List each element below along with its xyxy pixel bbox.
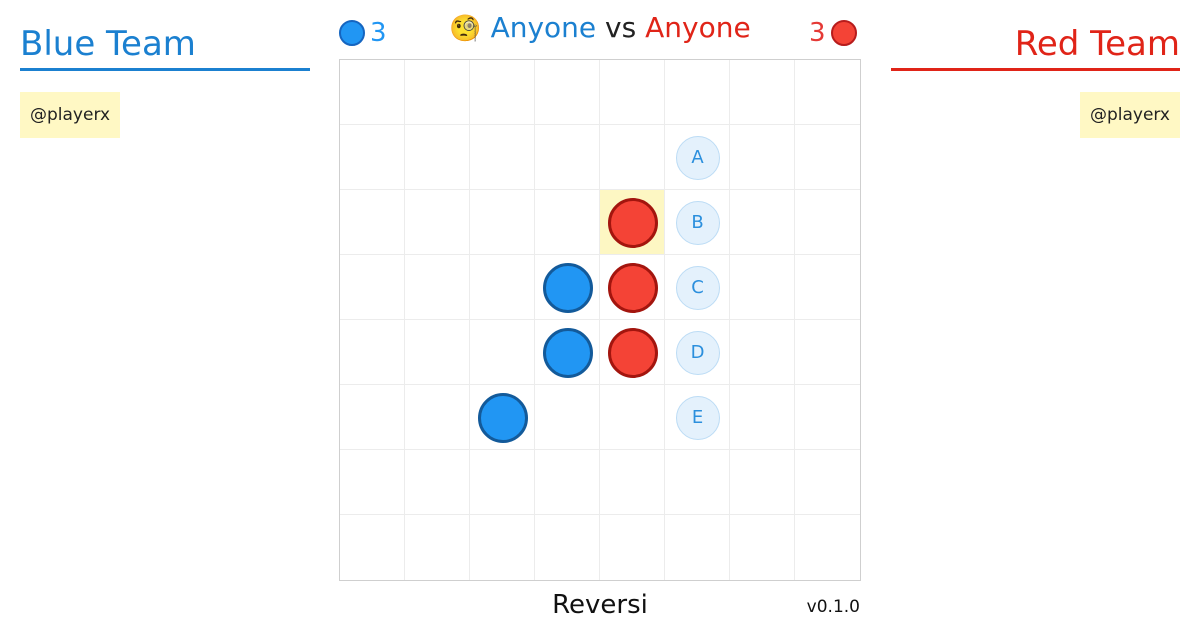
board-cell[interactable] xyxy=(405,450,470,515)
board-cell[interactable] xyxy=(405,190,470,255)
board-cell[interactable] xyxy=(795,255,860,320)
board-cell[interactable] xyxy=(795,320,860,385)
board-cell[interactable] xyxy=(470,320,535,385)
board-cell[interactable] xyxy=(730,515,795,580)
board-cell[interactable] xyxy=(470,515,535,580)
board-cell[interactable] xyxy=(665,515,730,580)
matchup-vs: vs xyxy=(605,11,637,44)
board-cell[interactable] xyxy=(730,125,795,190)
blue-score-value: 3 xyxy=(370,18,387,48)
version-label: v0.1.0 xyxy=(806,597,860,617)
board-cell[interactable] xyxy=(470,125,535,190)
board-cell[interactable] xyxy=(795,60,860,125)
board-cell[interactable] xyxy=(340,515,405,580)
board-cell[interactable] xyxy=(730,255,795,320)
red-disc xyxy=(607,327,658,378)
board-cell[interactable] xyxy=(730,190,795,255)
blue-team-player: @playerx xyxy=(20,92,121,138)
board-cell[interactable] xyxy=(405,515,470,580)
board-cell[interactable] xyxy=(470,385,535,450)
move-option-a[interactable]: A xyxy=(675,135,720,180)
board-cell[interactable] xyxy=(665,450,730,515)
blue-disc-icon xyxy=(339,20,365,46)
red-disc xyxy=(607,197,658,248)
board-cell[interactable] xyxy=(405,60,470,125)
move-option-c[interactable]: C xyxy=(675,265,720,310)
board-cell[interactable] xyxy=(340,450,405,515)
board-cell[interactable] xyxy=(535,320,600,385)
board-cell[interactable] xyxy=(340,125,405,190)
board-cell[interactable] xyxy=(470,190,535,255)
board-cell[interactable] xyxy=(535,515,600,580)
board-cell[interactable] xyxy=(730,450,795,515)
board-cell[interactable] xyxy=(600,255,665,320)
board-cell[interactable] xyxy=(535,255,600,320)
red-team-title: Red Team xyxy=(891,22,1180,71)
blue-team-title: Blue Team xyxy=(20,22,310,71)
board-cell[interactable] xyxy=(665,125,730,190)
board-cell[interactable] xyxy=(535,125,600,190)
board-cell[interactable] xyxy=(535,190,600,255)
board-cell[interactable] xyxy=(340,320,405,385)
blue-disc xyxy=(542,262,593,313)
move-option-d[interactable]: D xyxy=(675,330,720,375)
board-cell[interactable] xyxy=(340,385,405,450)
board-cell[interactable] xyxy=(535,60,600,125)
board-cell[interactable] xyxy=(665,190,730,255)
board-cell[interactable] xyxy=(795,515,860,580)
board-cell[interactable] xyxy=(340,190,405,255)
matchup-red-name: Anyone xyxy=(645,11,751,44)
game-name: Reversi xyxy=(552,590,648,620)
blue-disc xyxy=(542,327,593,378)
matchup-title: 🧐 Anyone vs Anyone xyxy=(340,10,860,47)
board-cell[interactable] xyxy=(405,125,470,190)
matchup-blue-name: Anyone xyxy=(490,11,597,44)
red-team-player: @playerx xyxy=(1079,92,1180,138)
move-option-e[interactable]: E xyxy=(675,395,720,440)
board-cell[interactable] xyxy=(730,385,795,450)
board-cell[interactable] xyxy=(730,60,795,125)
board-cell[interactable] xyxy=(600,320,665,385)
board-cell[interactable] xyxy=(600,60,665,125)
board-cell[interactable] xyxy=(795,125,860,190)
board-cell[interactable] xyxy=(340,60,405,125)
board-cell[interactable] xyxy=(665,255,730,320)
board-cell[interactable] xyxy=(470,450,535,515)
board-cell[interactable] xyxy=(535,450,600,515)
blue-disc xyxy=(477,392,528,443)
board-cell[interactable] xyxy=(665,385,730,450)
board-cell[interactable] xyxy=(405,255,470,320)
board-cell[interactable] xyxy=(600,450,665,515)
monocle-face-icon: 🧐 xyxy=(449,14,482,44)
board-cell[interactable] xyxy=(405,385,470,450)
red-score-value: 3 xyxy=(809,18,826,48)
board-cell[interactable] xyxy=(600,385,665,450)
board-cell[interactable] xyxy=(470,255,535,320)
red-disc-icon xyxy=(830,20,857,46)
blue-score: 3 xyxy=(339,17,387,49)
board-cell[interactable] xyxy=(600,125,665,190)
board-cell[interactable] xyxy=(795,385,860,450)
board-cell[interactable] xyxy=(340,255,405,320)
board-cell[interactable] xyxy=(730,320,795,385)
board-cell[interactable] xyxy=(795,450,860,515)
red-disc xyxy=(607,262,658,313)
board-cell[interactable] xyxy=(405,320,470,385)
board-cell[interactable] xyxy=(665,60,730,125)
board-cell[interactable] xyxy=(535,385,600,450)
board-cell[interactable] xyxy=(665,320,730,385)
red-score: 3 xyxy=(809,17,857,49)
board-cell[interactable] xyxy=(600,515,665,580)
board-cell[interactable] xyxy=(470,60,535,125)
move-option-b[interactable]: B xyxy=(675,200,720,245)
board-cell[interactable] xyxy=(795,190,860,255)
